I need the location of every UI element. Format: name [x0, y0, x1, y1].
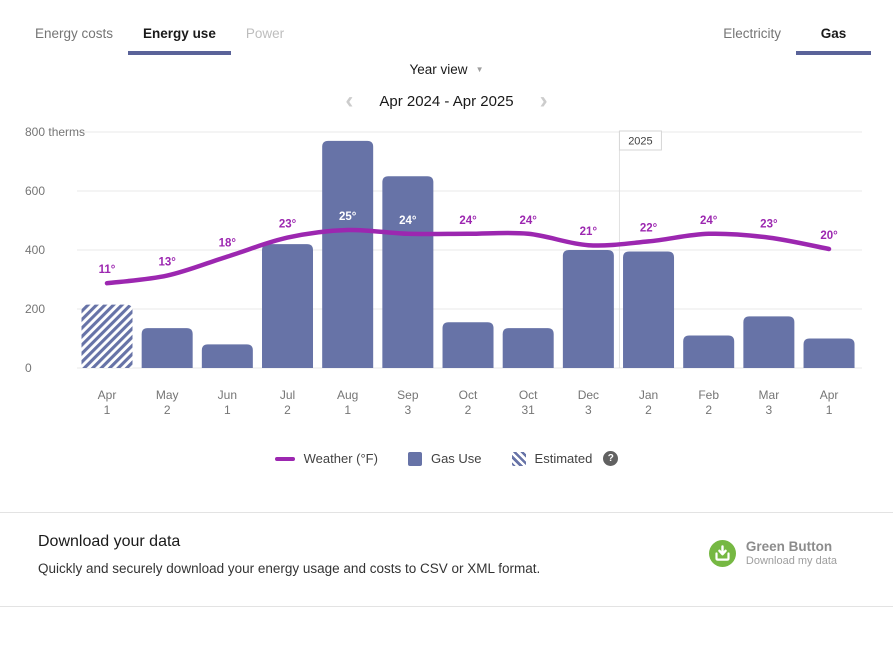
year-marker-label: 2025: [628, 136, 652, 148]
energy-view-tabs: Energy costs Energy use Power: [20, 16, 299, 55]
tab-energy-use[interactable]: Energy use: [128, 16, 231, 55]
bar[interactable]: [502, 328, 554, 368]
legend-weather-label: Weather (°F): [303, 451, 378, 466]
legend-item-gas-use: Gas Use: [407, 451, 482, 466]
x-axis-tick-label: Jun 1: [218, 388, 237, 417]
temperature-label: 11°: [99, 264, 116, 276]
gas-use-swatch-icon: [407, 451, 422, 466]
date-range-nav: ‹ Apr 2024 - Apr 2025 ›: [0, 87, 893, 114]
temperature-label: 20°: [820, 230, 838, 242]
view-selector-row: Year view ▼: [0, 61, 893, 79]
y-axis-tick-label: 0: [25, 361, 32, 375]
top-tab-bar: Energy costs Energy use Power Electricit…: [0, 16, 893, 55]
chevron-down-icon: ▼: [475, 65, 484, 74]
x-axis-tick-label: May 2: [156, 388, 179, 417]
download-text-block: Download your data Quickly and securely …: [38, 533, 540, 576]
view-selector-dropdown[interactable]: Year view ▼: [410, 62, 484, 77]
date-range-label: Apr 2024 - Apr 2025: [379, 92, 514, 110]
temperature-label: 23°: [760, 219, 778, 231]
x-axis-tick-label: Sep 3: [397, 388, 419, 417]
estimated-help-icon[interactable]: ?: [603, 451, 619, 466]
tab-energy-costs[interactable]: Energy costs: [35, 26, 114, 41]
bar[interactable]: [623, 251, 675, 368]
weather-line-swatch-icon: [274, 456, 295, 461]
next-period-button[interactable]: ›: [539, 87, 548, 114]
green-button-subtitle: Download my data: [745, 555, 837, 567]
chart-legend: Weather (°F) Gas Use Estimated ?: [0, 451, 893, 466]
x-axis-tick-label: Feb 2: [698, 388, 719, 417]
temperature-label: 23°: [279, 219, 297, 231]
y-axis-tick-label: 600: [25, 184, 45, 198]
temperature-label: 21°: [580, 226, 598, 238]
bar[interactable]: [803, 338, 855, 369]
legend-estimated-label: Estimated: [534, 451, 593, 466]
x-axis-tick-label: Aug 1: [337, 388, 358, 417]
temperature-label: 24°: [399, 215, 417, 227]
legend-gas-use-label: Gas Use: [430, 451, 482, 466]
y-axis-tick-label: 200: [25, 302, 45, 316]
chart-container: 0 200 400 600 800 therms 2025 11° 13° 18° 23° 25° 2…: [0, 115, 893, 435]
weather-line: [104, 227, 832, 286]
bar[interactable]: [442, 322, 494, 368]
temperature-label: 22°: [640, 222, 658, 234]
green-button-brand-label: Green Button: [745, 539, 833, 554]
temperature-label: 24°: [700, 215, 718, 227]
download-section-title: Download your data: [38, 533, 181, 550]
green-button-download-icon: [708, 540, 736, 567]
bar[interactable]: [683, 335, 735, 368]
tab-electricity[interactable]: Electricity: [723, 26, 781, 41]
year-marker-box: [618, 130, 662, 151]
x-axis-tick-label: Apr 1: [98, 388, 117, 417]
bar[interactable]: [562, 250, 614, 368]
x-axis-tick-label: Oct 2: [459, 388, 478, 417]
legend-item-weather: Weather (°F): [274, 451, 378, 466]
x-axis-tick-label: Jul 2: [280, 388, 295, 417]
y-axis-tick-label: 800 therms: [25, 125, 85, 139]
x-axis-tick-label: Jan 2: [639, 388, 658, 417]
temperature-label: 24°: [519, 215, 537, 227]
estimated-swatch-icon: [511, 451, 526, 466]
view-selector-label: Year view: [409, 62, 468, 77]
temperature-label: 18°: [219, 238, 237, 250]
temperature-label: 25°: [339, 211, 357, 223]
y-axis-tick-label: 400: [25, 243, 45, 257]
x-axis-tick-label: Dec 3: [578, 388, 599, 417]
download-section-description: Quickly and securely download your energ…: [38, 561, 541, 576]
green-button-download-link[interactable]: Green Button Download my data: [708, 539, 837, 568]
x-axis-tick-label: Mar 3: [759, 388, 780, 417]
fuel-type-tabs: Electricity Gas: [708, 16, 871, 55]
temperature-label: 13°: [158, 257, 176, 269]
temperature-label: 24°: [459, 215, 477, 227]
gas-usage-chart: 0 200 400 600 800 therms 2025 11° 13° 18° 23° 25° 2…: [25, 125, 862, 417]
download-data-section: Download your data Quickly and securely …: [0, 512, 893, 607]
tab-gas[interactable]: Gas: [796, 16, 871, 55]
bar[interactable]: [743, 316, 795, 368]
tab-power: Power: [245, 26, 285, 41]
bar-estimated[interactable]: [81, 304, 133, 368]
bar[interactable]: [262, 244, 314, 368]
bar[interactable]: [201, 344, 253, 368]
legend-item-estimated: Estimated ?: [511, 451, 619, 466]
previous-period-button[interactable]: ‹: [345, 87, 354, 114]
x-axis-tick-label: Oct 31: [519, 388, 538, 417]
green-button-text-block: Green Button Download my data: [746, 539, 837, 568]
bar[interactable]: [141, 328, 193, 368]
bar[interactable]: [382, 176, 434, 368]
x-axis-tick-label: Apr 1: [820, 388, 839, 417]
bar[interactable]: [322, 140, 374, 368]
